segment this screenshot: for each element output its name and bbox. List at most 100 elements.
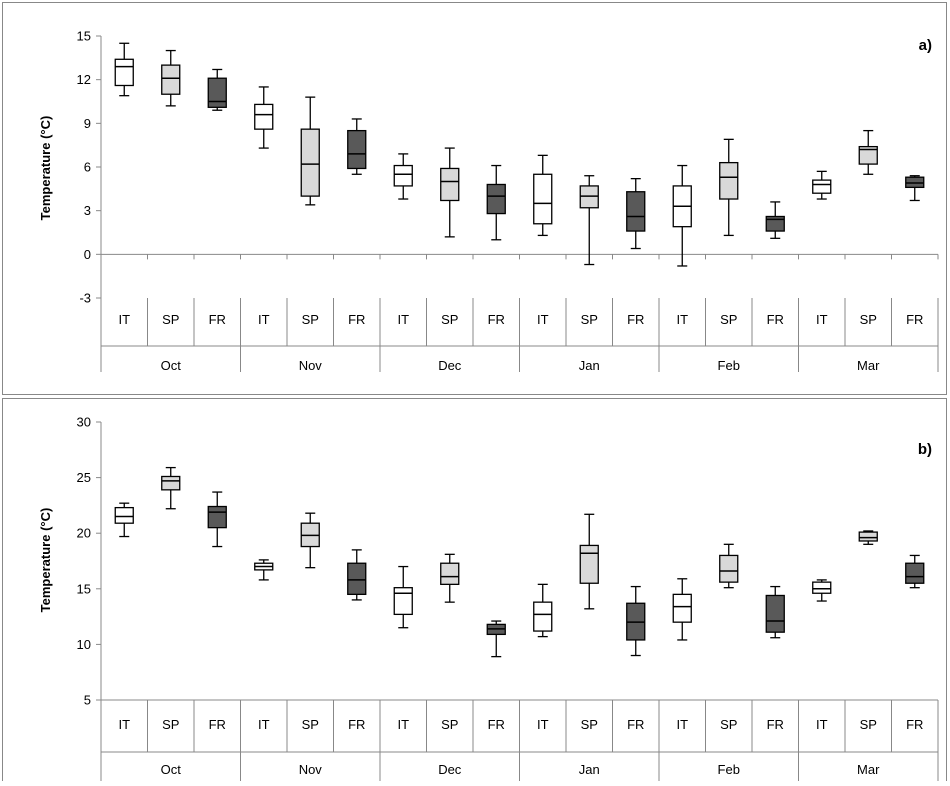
box-dec-sp (440, 147, 460, 238)
box-mar-sp (858, 530, 878, 545)
x-subcategory-label: IT (118, 312, 130, 327)
y-axis-label: Temperature (°C) (38, 116, 53, 221)
box-jan-fr (626, 177, 646, 250)
x-group-label: Oct (161, 762, 182, 777)
x-subcategory-label: FR (627, 312, 644, 327)
box-jan-it (533, 583, 553, 638)
box-nov-it (254, 86, 274, 149)
box-oct-fr (207, 68, 227, 111)
box-oct-sp (161, 49, 181, 107)
box-iqr (347, 129, 367, 170)
x-subcategory-label: SP (720, 717, 737, 732)
box-dec-sp (440, 553, 460, 603)
box-mar-fr (905, 554, 925, 589)
box-iqr (719, 161, 739, 200)
x-subcategory-label: FR (767, 312, 784, 327)
x-subcategory-label: FR (906, 717, 923, 732)
box-jan-it (533, 154, 553, 237)
x-subcategory-label: IT (118, 717, 130, 732)
x-subcategory-label: SP (302, 717, 319, 732)
y-tick-label: 15 (77, 581, 91, 596)
x-group-label: Nov (299, 762, 323, 777)
box-mar-sp (858, 129, 878, 175)
box-nov-sp (300, 512, 320, 569)
x-subcategory-label: SP (860, 717, 877, 732)
y-axis-label: Temperature (°C) (38, 508, 53, 613)
box-iqr (207, 77, 227, 108)
box-iqr (440, 562, 460, 586)
x-group-label: Dec (438, 358, 462, 373)
x-subcategory-label: FR (627, 717, 644, 732)
box-feb-fr (765, 585, 785, 639)
panel-label: a) (919, 37, 932, 54)
box-iqr (905, 562, 925, 584)
box-dec-fr (486, 620, 506, 658)
box-feb-fr (765, 201, 785, 239)
x-subcategory-label: IT (537, 717, 549, 732)
box-oct-it (114, 502, 134, 538)
x-subcategory-label: SP (162, 717, 179, 732)
x-group-label: Feb (718, 762, 740, 777)
box-iqr (207, 505, 227, 529)
y-tick-label: 6 (84, 160, 91, 175)
x-subcategory-label: SP (302, 312, 319, 327)
box-iqr (812, 581, 832, 594)
box-iqr (765, 594, 785, 633)
y-tick-label: 30 (77, 415, 91, 430)
x-subcategory-label: SP (860, 312, 877, 327)
x-subcategory-label: SP (581, 312, 598, 327)
box-dec-it (393, 153, 413, 200)
box-iqr (114, 506, 134, 524)
box-mar-fr (905, 175, 925, 202)
box-mar-it (812, 170, 832, 200)
x-subcategory-label: FR (209, 312, 226, 327)
x-subcategory-label: SP (441, 717, 458, 732)
y-tick-label: -3 (79, 291, 91, 306)
box-feb-it (672, 164, 692, 267)
x-subcategory-label: FR (767, 717, 784, 732)
box-nov-sp (300, 96, 320, 206)
box-feb-it (672, 578, 692, 641)
box-feb-sp (719, 543, 739, 589)
x-subcategory-label: FR (209, 717, 226, 732)
y-tick-label: 10 (77, 637, 91, 652)
x-group-label: Mar (857, 358, 880, 373)
box-jan-fr (626, 585, 646, 657)
box-dec-fr (486, 164, 506, 241)
x-subcategory-label: IT (258, 312, 270, 327)
panel-b: 30 25 20 15 10 5 IT SP FR Oct IT SP FR Nov IT SP FR Dec IT… (2, 398, 947, 782)
x-group-label: Oct (161, 358, 182, 373)
x-subcategory-label: FR (488, 717, 505, 732)
box-feb-sp (719, 138, 739, 237)
box-iqr (719, 554, 739, 583)
x-group-label: Jan (579, 358, 600, 373)
panel-label: b) (918, 441, 932, 458)
box-jan-sp (579, 175, 599, 266)
panel-frame (2, 2, 947, 395)
x-subcategory-label: FR (348, 312, 365, 327)
y-tick-label: 25 (77, 470, 91, 485)
panel-a: 15 12 9 6 3 0 -3 IT SP FR Oct IT SP FR Nov IT SP FR Dec IT S… (2, 2, 947, 395)
x-group-label: Jan (579, 762, 600, 777)
x-subcategory-label: IT (397, 312, 409, 327)
box-oct-sp (161, 466, 181, 510)
x-group-label: Nov (299, 358, 323, 373)
y-tick-label: 12 (77, 72, 91, 87)
x-subcategory-label: FR (488, 312, 505, 327)
box-iqr (393, 164, 413, 187)
y-tick-label: 3 (84, 203, 91, 218)
box-oct-fr (207, 491, 227, 548)
y-tick-label: 5 (84, 693, 91, 708)
box-mar-it (812, 579, 832, 602)
x-subcategory-label: FR (906, 312, 923, 327)
box-iqr (579, 544, 599, 584)
box-iqr (858, 145, 878, 165)
x-subcategory-label: IT (397, 717, 409, 732)
box-nov-fr (347, 549, 367, 601)
x-subcategory-label: FR (348, 717, 365, 732)
box-iqr (533, 601, 553, 632)
panel-frame (2, 398, 947, 782)
x-subcategory-label: IT (676, 717, 688, 732)
